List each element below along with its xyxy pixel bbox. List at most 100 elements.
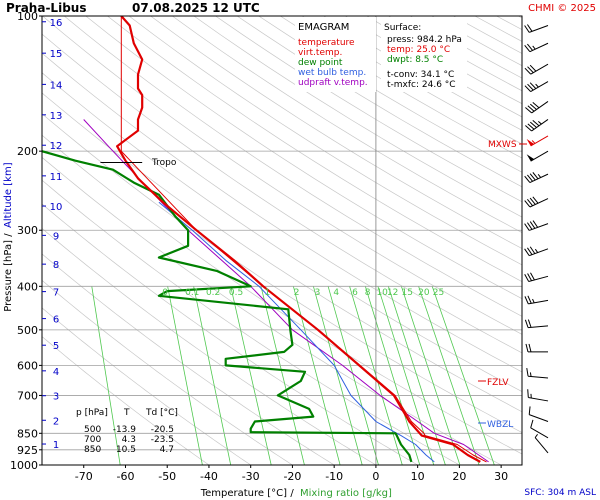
wind-barb-staff [530,135,549,147]
legend-temperature: temperature [298,38,355,48]
series-layer [42,16,489,463]
plot-frame [41,15,523,466]
wind-barb [524,81,549,93]
surface-title: Surface: [384,23,421,33]
wind-barb-staff [529,248,549,257]
legend-virt-temp: virt.temp. [298,48,342,58]
x-tick-label: 20 [452,470,466,483]
wind-barb-flag [529,82,537,89]
wind-barb [526,135,549,147]
wind-barb-flag [526,247,533,255]
wind-barb-flag [529,221,536,229]
mixing-ratio-line [364,286,421,465]
surface-dwpt: dwpt: 8.5 °C [387,55,443,65]
wind-barb [534,433,549,454]
series-udpraft-v-temp [83,119,489,463]
altitude-tick-label: 4 [53,367,59,378]
wind-barb-flag [526,368,529,377]
altitude-tick-label: 3 [53,392,59,403]
wind-barb-flag [529,197,536,205]
pressure-tick-label: 600 [17,359,38,372]
wind-barb-flag [528,406,531,415]
wind-barb [524,42,549,53]
mixing-ratio-line [418,286,480,465]
station-title: Praha-Libus [6,1,86,15]
mixing-ratio-label: 0.1 [185,288,199,298]
mixing-ratio-line [91,286,121,465]
dry-adiabat [63,16,522,317]
wind-barb-flag [527,295,532,304]
surface-temp: temp: 25.0 °C [387,45,450,55]
wind-barb-flag [527,174,533,182]
dry-adiabat [42,16,522,335]
pressure-tick-label: 300 [17,224,38,237]
mixing-ratio-line [193,286,232,465]
dry-adiabat [42,52,522,373]
mixing-ratio-label: 6 [352,288,358,298]
wind-barb-flag [529,246,536,254]
wind-barb [525,343,548,353]
mixing-ratio-label: 4 [333,288,339,298]
pressure-tick-label: 100 [17,10,38,23]
y-axis-title: Pressure [hPa] / Altitude [km] [3,162,14,311]
x-tick-label: 10 [411,470,425,483]
wind-barbs [524,24,549,454]
legend-dew-point: dew point [298,58,343,68]
wind-barb-pennant [526,139,535,146]
wind-barb-half-flag [534,433,538,438]
mixing-ratio-label: 12 [387,288,398,298]
mixing-ratio-line [260,286,305,465]
wind-barb-staff [528,299,549,305]
pressure-tick-label: 925 [17,444,38,457]
series-wet-bulb-temp [158,201,435,463]
wind-barb-flag [529,103,537,110]
pressure-tick-label: 200 [17,145,38,158]
wind-barb-flag [527,123,535,130]
wind-barb [524,220,549,231]
altitude-tick-label: 10 [50,202,63,213]
dry-adiabat [561,16,600,465]
wind-barb-half-flag [534,248,539,253]
wind-barb-flag [527,389,529,398]
table-row-850-p: 850 [84,445,101,455]
wind-barb-half-flag [538,120,542,125]
altitude-tick-label: 2 [53,416,59,427]
altitude-tick-label: 7 [53,288,59,299]
wind-barb-flag [530,419,534,428]
wind-barb [527,389,549,402]
wind-barb-flag [524,319,529,328]
table-header-td: Td [°C] [145,408,178,418]
wind-barb [524,272,549,282]
wind-barb [530,419,549,439]
wind-barb-flag [527,319,532,328]
wind-barb-flag [524,274,530,282]
pressure-tick-label: 850 [17,427,38,440]
wind-barb-flag [525,343,529,353]
wind-barb [524,196,549,208]
mixing-ratio-line [401,286,461,465]
wind-barb-half-flag [537,173,542,178]
credit: CHMI © 2025 [528,3,596,14]
legend-wet-bulb: wet bulb temp. [298,68,366,78]
y-axis-label: Pressure [hPa] [3,240,14,312]
x-tick-label: -60 [116,470,134,483]
wind-barb-flag [528,343,532,353]
wind-barb-flag [524,44,531,53]
table-header-t: T [123,408,130,418]
mixing-ratio-line [327,286,379,465]
x-tick-label: -30 [242,470,260,483]
dry-adiabat [172,16,522,233]
wind-barb [525,101,549,114]
x-tick-label: 30 [494,470,508,483]
mixing-ratio-label: 1 [265,288,271,298]
wind-barb-staff [528,325,549,329]
wind-barb [524,295,549,305]
mixing-ratio-label: 20 [418,288,430,298]
table-row-700-t: 4.3 [122,435,136,445]
surface-press: press: 984.2 hPa [387,35,462,45]
series-dew-point [42,150,413,463]
altitude-tick-label: 9 [53,231,59,242]
mixing-ratio-line [387,286,446,465]
surface-tmxfc: t-mxfc: 24.6 °C [387,80,456,90]
